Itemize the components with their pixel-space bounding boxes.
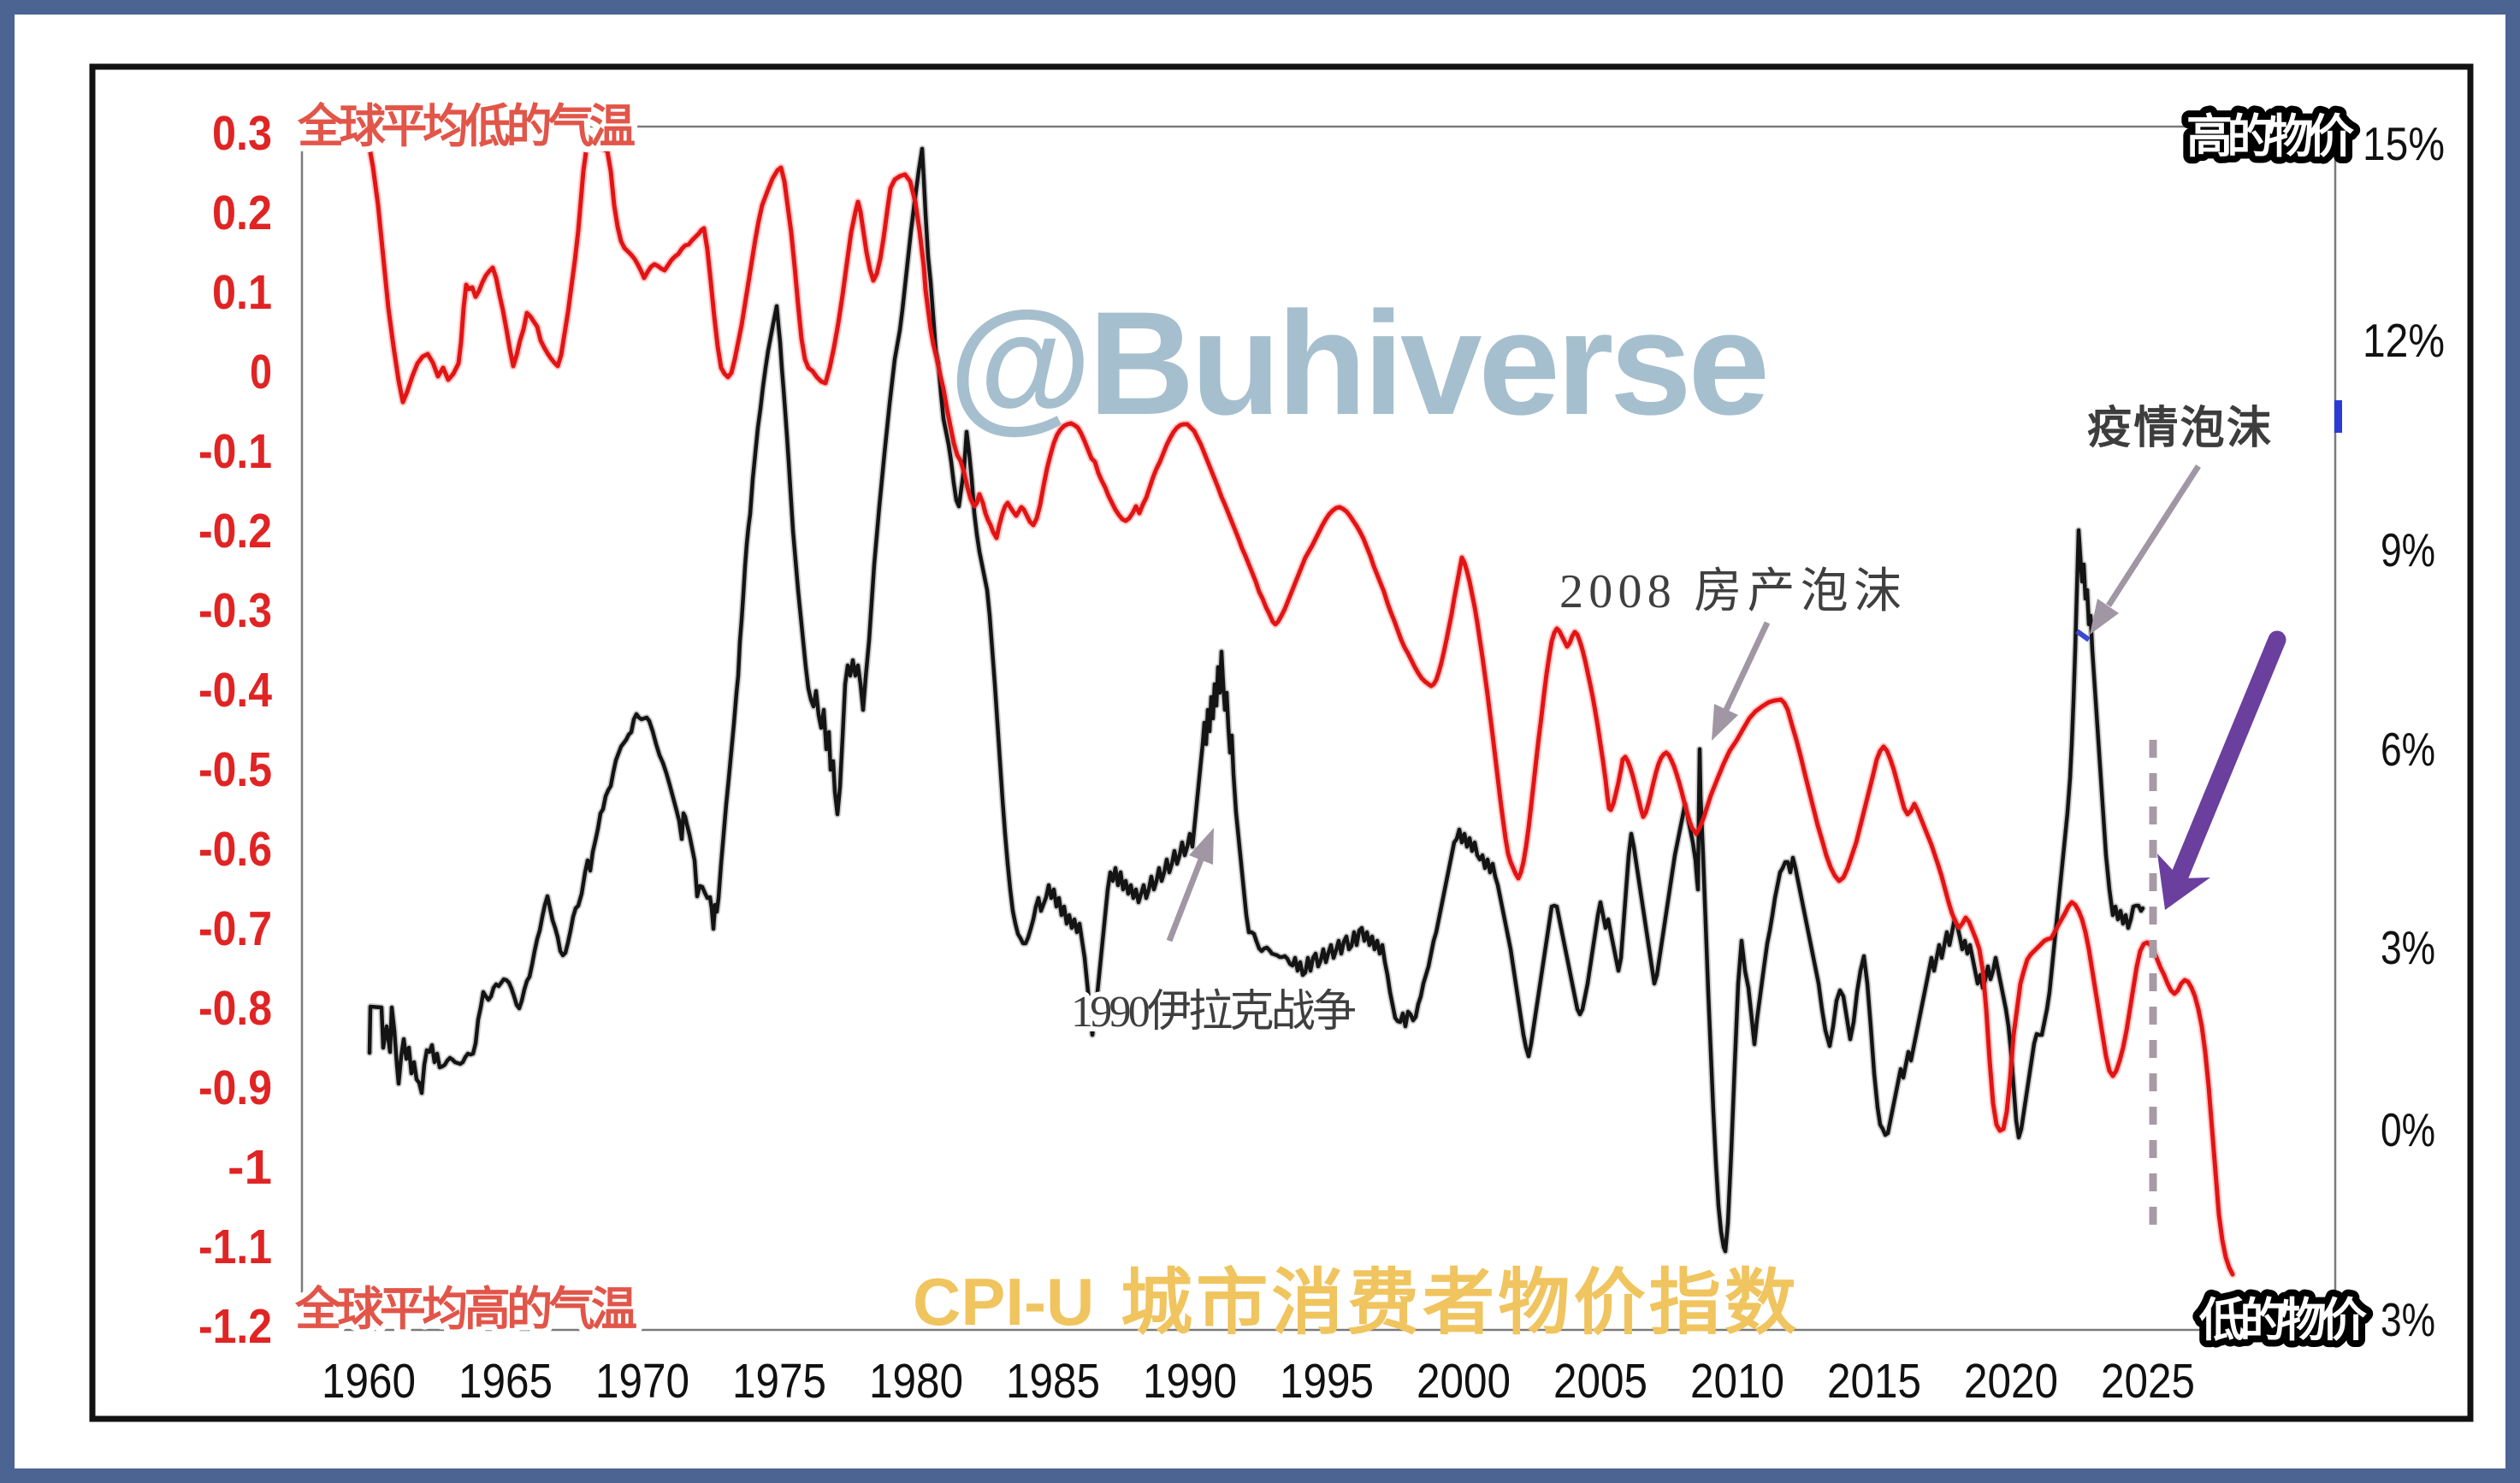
svg-text:2000: 2000 <box>1417 1354 1511 1409</box>
svg-text:-1.2: -1.2 <box>198 1299 272 1354</box>
svg-text:低的物价: 低的物价 <box>2199 1295 2367 1346</box>
svg-text:1995: 1995 <box>1280 1354 1374 1409</box>
svg-text:全球平均高的气温: 全球平均高的气温 <box>294 1284 637 1335</box>
svg-text:城市消费者物价指数: 城市消费者物价指数 <box>1121 1262 1796 1343</box>
svg-text:1990伊拉克战争: 1990伊拉克战争 <box>1071 988 1357 1037</box>
svg-text:1975: 1975 <box>732 1354 826 1409</box>
svg-text:1970: 1970 <box>595 1354 689 1409</box>
svg-text:全球平均高的气温: 全球平均高的气温 <box>294 1284 637 1335</box>
svg-text:低的物价: 低的物价 <box>2199 1295 2367 1346</box>
svg-text:-0.7: -0.7 <box>198 901 272 956</box>
svg-text:1960: 1960 <box>322 1354 416 1409</box>
svg-text:12%: 12% <box>2363 314 2445 367</box>
svg-text:-0.8: -0.8 <box>198 981 272 1036</box>
svg-text:-0.2: -0.2 <box>198 504 272 558</box>
svg-text:全球平均低的气温: 全球平均低的气温 <box>297 101 636 152</box>
svg-text:0.1: 0.1 <box>212 265 272 320</box>
svg-text:-0.1: -0.1 <box>198 424 272 479</box>
svg-text:高的物价: 高的物价 <box>2186 111 2354 162</box>
svg-text:1990伊拉克战争: 1990伊拉克战争 <box>1071 988 1357 1037</box>
svg-text:2020: 2020 <box>1964 1354 2058 1409</box>
svg-text:高的物价: 高的物价 <box>2186 111 2354 162</box>
svg-text:-0.4: -0.4 <box>198 663 272 718</box>
svg-text:-1: -1 <box>228 1140 272 1195</box>
svg-text:6%: 6% <box>2381 723 2435 776</box>
svg-text:-0.9: -0.9 <box>198 1061 272 1115</box>
svg-text:3%: 3% <box>2381 1293 2435 1346</box>
svg-text:全球平均低的气温: 全球平均低的气温 <box>297 101 636 152</box>
svg-text:CPI-U: CPI-U <box>913 1264 1094 1339</box>
svg-text:-0.6: -0.6 <box>198 822 272 877</box>
svg-text:2015: 2015 <box>1827 1354 1921 1409</box>
svg-text:-1.1: -1.1 <box>198 1220 272 1274</box>
svg-text:-0.3: -0.3 <box>198 583 272 638</box>
svg-text:0%: 0% <box>2381 1103 2435 1156</box>
svg-text:15%: 15% <box>2363 117 2445 170</box>
svg-text:2005: 2005 <box>1553 1354 1647 1409</box>
svg-text:0.3: 0.3 <box>212 106 272 161</box>
svg-text:0: 0 <box>250 345 272 399</box>
svg-text:3%: 3% <box>2381 921 2435 974</box>
svg-text:9%: 9% <box>2381 523 2435 576</box>
svg-text:2010: 2010 <box>1690 1354 1784 1409</box>
svg-text:1980: 1980 <box>869 1354 963 1409</box>
svg-text:1965: 1965 <box>458 1354 553 1409</box>
svg-text:-0.5: -0.5 <box>198 742 272 797</box>
svg-text:2025: 2025 <box>2101 1354 2195 1409</box>
svg-text:@Buhiverse: @Buhiverse <box>949 281 1770 446</box>
svg-text:1990: 1990 <box>1143 1354 1237 1409</box>
svg-text:0.2: 0.2 <box>212 186 272 240</box>
svg-text:1985: 1985 <box>1006 1354 1100 1409</box>
